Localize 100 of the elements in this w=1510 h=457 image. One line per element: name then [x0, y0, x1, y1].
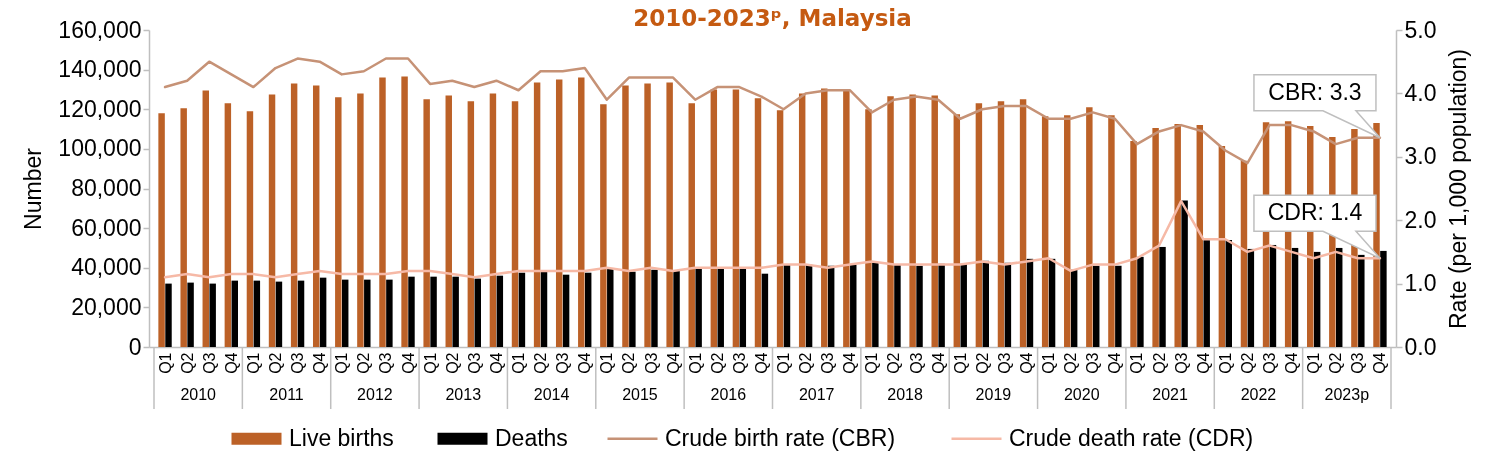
- x-tick-label: Q2: [797, 352, 815, 374]
- bar: [246, 111, 254, 347]
- line-series: [163, 199, 1382, 279]
- x-tick-label: Q1: [1305, 352, 1323, 374]
- text: 2022: [1240, 386, 1277, 403]
- bar: [850, 264, 857, 347]
- bar: [1152, 128, 1159, 347]
- x-tick-label: Q1: [863, 352, 881, 374]
- bar: [887, 96, 894, 347]
- bar: [754, 98, 762, 347]
- bar: [688, 103, 695, 347]
- bar: [1218, 145, 1226, 347]
- bar: [423, 99, 430, 347]
- text: 2017: [798, 386, 835, 403]
- x-tick-label: Q1: [951, 352, 969, 374]
- x-tick-label: Q3: [1349, 352, 1367, 374]
- bar: [695, 267, 702, 347]
- bar: [180, 108, 187, 347]
- x-tick-label: Q3: [377, 352, 395, 374]
- text: 2023p: [1324, 386, 1370, 403]
- chart-title: 2010-2023ᵖ, Malaysia: [633, 5, 912, 31]
- bar: [430, 276, 437, 347]
- x-tick-label: Q1: [1216, 352, 1234, 374]
- x-tick-label: Q3: [1261, 352, 1279, 374]
- x-tick-label: Q4: [311, 352, 329, 374]
- y-tick-label: 60,000: [71, 214, 142, 241]
- bar: [533, 82, 541, 347]
- bar: [290, 83, 298, 347]
- bar: [1240, 160, 1248, 347]
- bar: [379, 77, 386, 347]
- bar: [1070, 269, 1078, 347]
- bar: [1159, 246, 1166, 347]
- bar: [894, 264, 901, 347]
- x-tick-label: Q2: [1238, 352, 1256, 374]
- x-tick-label: Q4: [752, 352, 770, 374]
- bar: [165, 283, 172, 347]
- x-tick-label: Q3: [907, 352, 925, 374]
- text: 2014: [533, 386, 570, 403]
- x-tick-label: Q2: [708, 352, 726, 374]
- bar: [224, 103, 232, 347]
- y2-axis-title: Rate (per 1,000 population): [1445, 48, 1472, 330]
- bar: [312, 85, 320, 347]
- bar: [1358, 254, 1365, 347]
- bar: [1380, 250, 1387, 347]
- bar: [975, 103, 983, 347]
- text: 2018: [887, 386, 923, 403]
- x-tick-label: Q1: [1040, 352, 1058, 374]
- x-tick-label: Q3: [642, 352, 660, 374]
- bar: [1174, 124, 1181, 347]
- bar: [341, 279, 349, 347]
- x-tick-label: Q4: [1283, 352, 1301, 374]
- y-axis-title: Number: [20, 147, 47, 230]
- legend-label: Crude death rate (CDR): [1009, 424, 1254, 451]
- bar: [253, 280, 261, 347]
- x-tick-label: Q2: [885, 352, 903, 374]
- bar: [865, 109, 872, 347]
- bar: [953, 114, 961, 347]
- bar: [1004, 262, 1012, 347]
- bar: [1130, 140, 1137, 347]
- y-tick-label: 160,000: [58, 16, 142, 43]
- bar: [651, 269, 658, 347]
- bar: [783, 264, 791, 347]
- bar: [231, 280, 238, 347]
- bar: [555, 79, 563, 347]
- bar: [600, 104, 607, 347]
- bar: [297, 280, 305, 347]
- x-tick-label: Q2: [1150, 352, 1168, 374]
- x-tick-label: Q4: [1106, 352, 1124, 374]
- bar: [357, 93, 364, 347]
- bar: [319, 277, 327, 347]
- bar: [578, 77, 585, 347]
- text: 2011: [269, 386, 304, 403]
- x-tick-label: Q2: [620, 352, 638, 374]
- y-tick-label: 100,000: [58, 135, 142, 162]
- bar: [584, 272, 592, 347]
- text: 2016: [710, 386, 747, 403]
- bar: [364, 279, 371, 347]
- bar: [1026, 258, 1034, 347]
- bar: [386, 279, 393, 347]
- bar: [644, 83, 651, 347]
- y2-tick-label: 1.0: [1404, 270, 1437, 297]
- x-tick-label: Q1: [686, 352, 704, 374]
- bar: [1247, 248, 1255, 347]
- text: 2012: [357, 386, 393, 403]
- text: 2021: [1152, 386, 1189, 403]
- y-tick-label: 40,000: [71, 254, 142, 281]
- bar: [452, 276, 459, 347]
- bar: [666, 82, 673, 347]
- x-tick-label: Q3: [730, 352, 748, 374]
- bar: [158, 113, 165, 347]
- bar: [827, 265, 835, 347]
- bar: [1291, 247, 1299, 347]
- bar: [761, 273, 769, 347]
- y2-tick-label: 2.0: [1404, 206, 1437, 233]
- x-tick-label: Q3: [554, 352, 572, 374]
- y-tick-label: 120,000: [58, 95, 142, 122]
- text: 2019: [975, 386, 1012, 403]
- x-tick-label: Q1: [333, 352, 351, 374]
- x-tick-label: Q4: [399, 352, 417, 374]
- x-tick-label: Q2: [1327, 352, 1345, 374]
